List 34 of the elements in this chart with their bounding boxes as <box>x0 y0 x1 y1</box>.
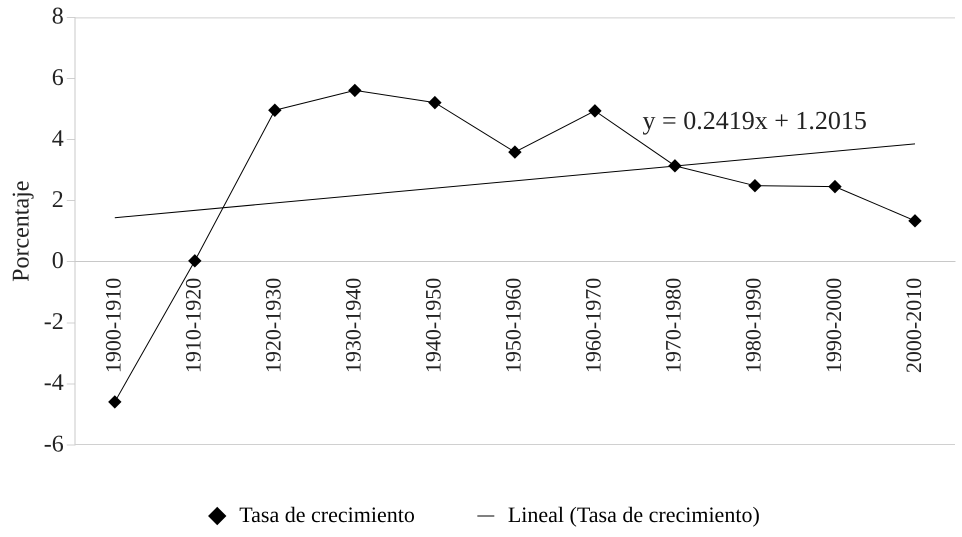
point <box>828 180 842 194</box>
x-tick-label: 2000-2010 <box>900 278 926 374</box>
x-tick-label: 1910-1920 <box>180 278 206 374</box>
y-tick-label: -6 <box>44 431 64 458</box>
point <box>908 214 922 228</box>
point <box>508 146 522 159</box>
x-tick-label: 1920-1930 <box>260 278 286 374</box>
legend-label: Tasa de crecimiento <box>239 502 415 527</box>
x-tick-label: 1930-1940 <box>340 278 366 374</box>
point <box>588 104 602 118</box>
point <box>268 104 282 117</box>
x-tick-label: 1900-1910 <box>100 278 126 374</box>
y-tick-label: -2 <box>44 309 64 336</box>
x-tick-label: 1950-1960 <box>500 278 526 374</box>
x-tick-label: 1960-1970 <box>580 278 606 374</box>
point <box>108 395 122 408</box>
x-tick-label: 1980-1990 <box>740 278 766 374</box>
annotation: y = 0.2419x + 1.2015 <box>642 106 867 135</box>
y-axis-title: Porcentaje <box>8 180 35 282</box>
y-tick-label: 8 <box>52 4 64 30</box>
y-tick-label: 2 <box>52 186 64 213</box>
point <box>748 179 762 192</box>
y-tick-label: 6 <box>52 64 64 91</box>
y-tick-label: 4 <box>52 126 64 152</box>
point <box>668 159 682 172</box>
x-tick-label: 1970-1980 <box>660 278 686 374</box>
point <box>428 96 442 110</box>
y-tick-label: 0 <box>52 248 64 274</box>
point <box>188 254 202 268</box>
point <box>348 84 362 97</box>
legend-label: Lineal (Tasa de crecimiento) <box>508 502 760 527</box>
x-tick-label: 1990-2000 <box>820 278 846 374</box>
x-tick-label: 1940-1950 <box>420 278 446 374</box>
y-tick-label: -4 <box>44 370 64 396</box>
